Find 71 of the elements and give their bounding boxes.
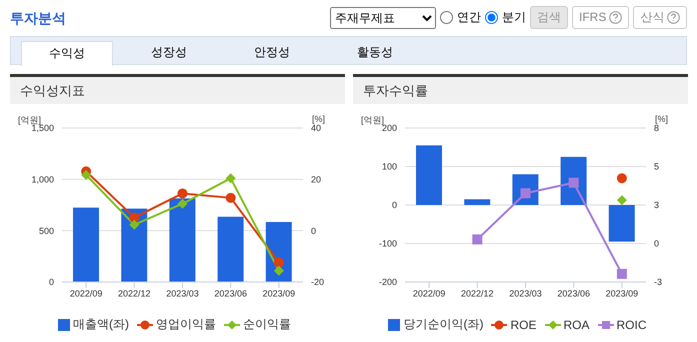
bar [73,208,99,282]
x-tick-label: 2023/09 [262,288,296,298]
text: 안정성 [253,44,291,61]
y-tick-label: 200 [382,123,397,134]
x-tick-label: 2023/03 [509,288,542,298]
point [226,173,236,184]
y2-tick-label: 3 [654,200,660,210]
y-tick-label: 1,500 [31,123,54,134]
y2-tick-label: 5 [654,162,660,172]
point [274,266,284,276]
bar [608,205,635,242]
chart-title: 수익성지표 [10,74,345,104]
point [616,195,627,206]
y2-axis-title: [%] [312,114,325,124]
text: 산식 [633,6,688,29]
y-axis-title: [억원] [361,114,384,125]
bar [218,216,244,282]
y2-tick-label: 8 [654,123,660,134]
y-tick-label: 0 [48,277,54,288]
text: 연간 [457,9,481,26]
point [178,188,188,198]
point [616,173,627,184]
legend-label: 영업이익률 [155,316,216,333]
x-tick-label: 2023/09 [606,288,638,298]
y-tick-label: 0 [392,200,397,210]
y2-tick-label: -20 [311,277,324,288]
chart-title: 투자수익률 [353,74,688,104]
y2-tick-label: -3 [654,277,662,288]
text: 투자분석 [10,10,66,28]
point [129,220,140,230]
point [178,198,188,209]
text: IFRS [572,6,630,29]
legend-label: 매출액(좌) [72,316,129,333]
text: 검색 [530,6,568,29]
y-tick-label: 1,000 [31,174,54,185]
y2-tick-label: 0 [654,238,660,249]
legend-label: ROA [562,316,590,333]
legend-label: ROE [509,316,536,333]
x-tick-label: 2022/12 [461,288,494,298]
y-tick-label: -200 [378,277,397,288]
y2-tick-label: 0 [311,226,316,236]
bar [464,199,490,205]
point [274,257,284,268]
y-axis-title: [억원] [18,114,42,125]
text: 분기 [502,9,526,26]
y-tick-label: 500 [38,226,54,236]
y-tick-label: -100 [378,238,397,249]
y-tick-label: 100 [382,162,397,172]
y2-axis-title: [%] [654,114,668,124]
legend-label: ROIC [616,316,647,333]
legend-label: 당기순이익(좌) [402,316,484,333]
y2-tick-label: 40 [311,123,322,134]
x-tick-label: 2023/06 [214,288,247,298]
x-tick-label: 2022/12 [118,288,151,298]
legend-label: 순이익률 [242,316,291,333]
point [226,192,236,203]
text: 수익성 [21,41,113,66]
x-tick-label: 2023/03 [166,288,199,298]
point [568,178,579,188]
bar [416,145,442,205]
point [616,268,627,279]
x-tick-label: 2023/06 [557,288,590,298]
text: 성장성 [150,44,188,61]
text: 활동성 [356,44,394,61]
bar [169,198,196,282]
point [472,234,482,244]
y2-tick-label: 20 [311,174,322,185]
x-tick-label: 2022/09 [412,288,446,298]
x-tick-label: 2022/09 [70,288,102,298]
text: 주재무제표 [330,6,436,28]
point [81,170,92,180]
